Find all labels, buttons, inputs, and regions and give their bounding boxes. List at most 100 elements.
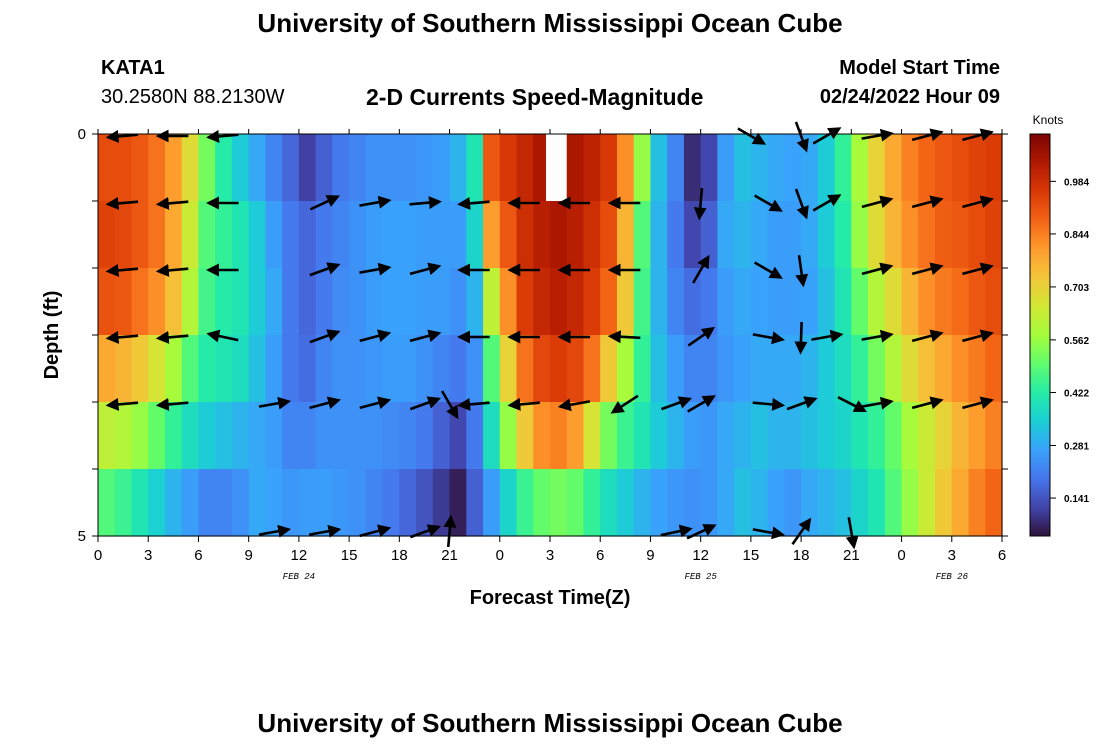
heatmap-cell — [968, 268, 986, 336]
heatmap-cell — [583, 402, 601, 470]
heatmap-cell — [282, 201, 300, 269]
heatmap-cell — [884, 268, 903, 336]
current-arrow — [845, 517, 859, 550]
heatmap-cell — [164, 201, 183, 269]
heatmap-cell — [767, 469, 785, 537]
y-tick-label: 5 — [78, 528, 86, 545]
heatmap-cell — [784, 268, 802, 336]
heatmap-cell — [215, 335, 233, 403]
heatmap-cell — [817, 201, 836, 269]
heatmap-cell — [951, 402, 970, 470]
heatmap-cell — [583, 335, 601, 403]
heatmap-cell — [533, 402, 551, 470]
heatmap-cell — [449, 268, 467, 336]
heatmap-cell — [432, 268, 451, 336]
heatmap-cell — [365, 335, 384, 403]
heatmap-cell — [834, 335, 852, 403]
heatmap-cell — [215, 268, 233, 336]
heatmap-cell — [164, 335, 183, 403]
heatmap-cell — [550, 335, 568, 403]
heatmap-cell — [215, 469, 233, 537]
heatmap-cell — [265, 335, 283, 403]
heatmap-cell — [265, 201, 283, 269]
heatmap-cell — [901, 402, 919, 470]
current-arrow — [409, 262, 442, 276]
heatmap-cell — [114, 469, 133, 537]
heatmap-cell — [985, 201, 1003, 269]
heatmap-cell — [449, 469, 467, 537]
heatmap-cell — [935, 268, 953, 336]
current-arrow — [443, 514, 457, 548]
current-arrow — [309, 329, 341, 344]
heatmap-cell — [181, 201, 200, 269]
heatmap-cell — [231, 335, 250, 403]
current-arrow — [692, 254, 710, 284]
heatmap-cell — [298, 469, 317, 537]
heatmap-cell — [382, 201, 400, 269]
heatmap-cell — [198, 268, 216, 336]
heatmap-cell — [834, 469, 852, 537]
heatmap-cell — [449, 402, 467, 470]
heatmap-cell — [349, 469, 367, 537]
heatmap-cell — [466, 335, 484, 403]
x-tick-label: 21 — [843, 547, 860, 564]
heatmap-cell — [315, 402, 333, 470]
heatmap-cell — [349, 134, 367, 202]
heatmap-cell — [483, 402, 501, 470]
heatmap-cell — [951, 134, 970, 202]
x-tick-label: 6 — [596, 547, 604, 564]
station-name: KATA1 — [101, 57, 165, 79]
heatmap-cell — [817, 268, 836, 336]
heatmap-cell — [98, 201, 116, 269]
heatmap-cell — [399, 201, 417, 269]
x-tick-label: 15 — [341, 547, 358, 564]
heatmap-cell — [801, 402, 819, 470]
colorbar-tick-label: 0.984 — [1064, 177, 1089, 188]
heatmap-cell — [935, 469, 953, 537]
heatmap-cell — [951, 469, 970, 537]
current-arrow — [409, 329, 442, 343]
heatmap-cell — [332, 268, 350, 336]
date-label: FEB 24 — [283, 572, 315, 582]
heatmap-cell — [717, 201, 735, 269]
current-arrow — [258, 524, 292, 538]
heatmap-cell — [750, 402, 769, 470]
current-arrow — [962, 396, 994, 410]
heatmap-cell — [483, 201, 501, 269]
current-arrow — [557, 398, 591, 412]
heatmap-cell — [198, 402, 216, 470]
heatmap-cell — [98, 134, 116, 202]
heatmap-cell — [700, 402, 719, 470]
heatmap-cell — [114, 134, 133, 202]
heatmap-cell — [466, 469, 484, 537]
heatmap-cell — [248, 469, 267, 537]
heatmap-cell — [164, 402, 183, 470]
heatmap-cell — [131, 134, 149, 202]
heatmap-cell — [114, 268, 133, 336]
heatmap-cell — [968, 335, 986, 403]
heatmap-cell — [483, 469, 501, 537]
heatmap-cell — [215, 201, 233, 269]
heatmap-cell — [633, 335, 652, 403]
heatmap-cell — [566, 134, 585, 202]
heatmap-cell — [851, 201, 869, 269]
current-arrow — [309, 524, 342, 538]
heatmap-cell — [499, 134, 518, 202]
heatmap-cell — [667, 402, 685, 470]
heatmap-cell — [901, 335, 919, 403]
current-arrow — [812, 194, 842, 212]
heatmap-cell — [650, 134, 668, 202]
current-arrow — [409, 396, 441, 411]
heatmap-cell — [516, 469, 534, 537]
heatmap-cell — [265, 268, 283, 336]
heatmap-cell — [382, 134, 400, 202]
missing-data-cell — [546, 134, 554, 201]
heatmap-cell — [131, 268, 149, 336]
heatmap-cell — [767, 134, 785, 202]
heatmap-cell — [750, 268, 769, 336]
heatmap-cell — [667, 469, 685, 537]
heatmap-cell — [181, 268, 200, 336]
heatmap-cell — [566, 335, 585, 403]
heatmap-cell — [349, 402, 367, 470]
heatmap-cell — [282, 268, 300, 336]
